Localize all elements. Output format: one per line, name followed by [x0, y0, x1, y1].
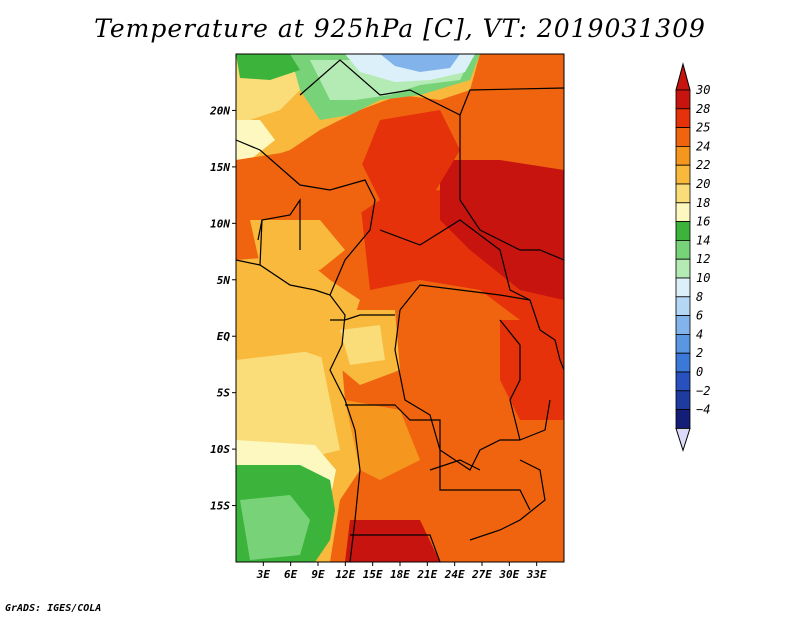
colorbar-swatch	[675, 221, 691, 241]
colorbar-swatch	[675, 145, 691, 166]
country-borders	[236, 59, 564, 562]
longitude-axis: 3E 6E 9E 12E 15E 18E 21E 24E 27E 30E 33E	[256, 562, 547, 581]
colorbar-label: 24	[696, 139, 710, 153]
lat-tick-label: 10S	[210, 443, 230, 456]
colorbar-label: 25	[696, 121, 710, 135]
colorbar-swatch	[675, 89, 691, 110]
lat-tick-label: 5N	[217, 274, 231, 287]
colorbar-label: 14	[696, 233, 710, 247]
colorbar-swatch	[675, 164, 691, 185]
colorbar-swatch	[675, 239, 691, 260]
lon-tick-label: 18E	[390, 568, 410, 581]
colorbar-swatch	[675, 352, 691, 373]
lat-tick-label: 20N	[209, 104, 230, 117]
colorbar-label: 20	[696, 177, 710, 191]
colorbar-label: 12	[696, 252, 710, 266]
lon-tick-label: 12E	[335, 568, 355, 581]
lon-tick-label: 21E	[416, 568, 437, 581]
lon-tick-label: 27E	[471, 568, 492, 581]
map-title: Temperature at 925hPa [C], VT: 201903130…	[94, 14, 706, 43]
latitude-axis: 20N 15N 10N 5N EQ 5S 10S 15S	[209, 104, 236, 513]
lat-tick-label: 15N	[210, 161, 230, 174]
colorbar-swatch	[675, 108, 691, 129]
colorbar-label: 28	[696, 102, 710, 116]
colorbar-swatch	[675, 183, 691, 204]
colorbar-label: 2	[696, 346, 703, 360]
lat-tick-label: 10N	[210, 217, 230, 230]
colorbar-label: 16	[696, 215, 710, 229]
lon-tick-label: 9E	[311, 568, 325, 581]
colorbar-label: 30	[695, 83, 710, 97]
colorbar-label: 10	[696, 271, 710, 285]
colorbar-swatch	[675, 127, 691, 147]
colorbar-label: 8	[696, 290, 703, 304]
colorbar-label: 4	[696, 327, 703, 341]
lon-tick-label: 15E	[363, 568, 383, 581]
grads-credit: GrADS: IGES/COLA	[5, 603, 102, 614]
lon-tick-label: 3E	[256, 568, 271, 581]
colorbar-swatch	[675, 315, 691, 335]
colorbar-label: 22	[696, 158, 710, 172]
colorbar-label: 18	[696, 196, 710, 210]
temperature-field	[236, 54, 564, 562]
colorbar-label: −2	[696, 384, 710, 398]
colorbar-top-arrow	[675, 62, 691, 91]
lat-tick-label: 15S	[210, 500, 230, 513]
lon-tick-label: 30E	[498, 568, 519, 581]
colorbar-swatch	[675, 390, 691, 410]
colorbar-swatch	[675, 333, 691, 354]
colorbar-swatch	[675, 371, 691, 392]
colorbar-label: 0	[696, 365, 703, 379]
colorbar-swatch	[675, 202, 691, 223]
lon-tick-label: 6E	[284, 568, 298, 581]
colorbar-swatch	[675, 258, 691, 279]
colorbar-swatch	[675, 277, 691, 298]
colorbar-label: −4	[696, 403, 710, 417]
lat-tick-label: 5S	[217, 387, 231, 400]
colorbar-swatch	[675, 409, 691, 429]
colorbar-bottom-arrow	[675, 427, 691, 453]
lat-tick-label: EQ	[217, 330, 231, 343]
colorbar-label: 6	[696, 309, 703, 323]
lon-tick-label: 33E	[526, 568, 547, 581]
lon-tick-label: 24E	[444, 568, 465, 581]
colorbar-swatch	[675, 296, 691, 316]
